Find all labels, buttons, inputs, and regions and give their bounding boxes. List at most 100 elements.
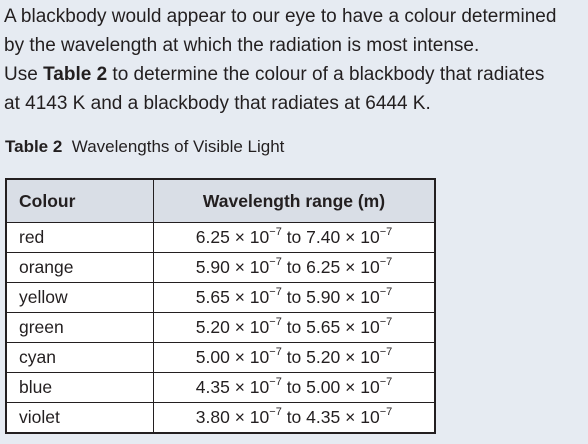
exponent: −7	[379, 346, 393, 358]
table-header-row: Colour Wavelength range (m)	[5, 178, 436, 223]
colour-name: blue	[5, 372, 154, 403]
power-base: 10	[360, 227, 380, 247]
colour-name: violet	[5, 402, 154, 434]
table-caption-title: Wavelengths of Visible Light	[71, 137, 285, 156]
wavelength-range: 6.25 × 10−7 to 7.40 × 10−7	[153, 222, 436, 253]
range-connector: to	[286, 377, 302, 397]
mantissa: 4.35	[195, 377, 230, 397]
mantissa: 5.90	[306, 287, 341, 307]
colour-name: green	[5, 312, 154, 343]
exponent: −7	[379, 226, 393, 238]
times-symbol: ×	[345, 287, 356, 307]
table-row: cyan 5.00 × 10−7 to 5.20 × 10−7	[5, 342, 436, 373]
colour-name: yellow	[5, 282, 154, 313]
exponent: −7	[269, 346, 282, 358]
times-symbol: ×	[234, 287, 245, 307]
table-row: yellow 5.65 × 10−7 to 5.90 × 10−7	[5, 282, 436, 313]
table-row: green 5.20 × 10−7 to 5.65 × 10−7	[5, 312, 436, 343]
mantissa: 7.40	[306, 227, 341, 247]
mantissa: 6.25	[195, 227, 230, 247]
times-symbol: ×	[345, 257, 356, 277]
question-fragment: Use	[4, 64, 44, 85]
mantissa: 5.65	[195, 287, 230, 307]
range-connector: to	[286, 227, 302, 247]
times-symbol: ×	[345, 347, 356, 367]
question-line: Use Table 2 to determine the colour of a…	[4, 60, 586, 89]
power-base: 10	[249, 317, 270, 337]
question-line: A blackbody would appear to our eye to h…	[4, 6, 557, 27]
power-base: 10	[249, 257, 270, 277]
range-connector: to	[286, 287, 302, 307]
power-base: 10	[249, 377, 270, 397]
wavelength-range: 5.20 × 10−7 to 5.65 × 10−7	[153, 312, 436, 343]
times-symbol: ×	[234, 227, 245, 247]
wavelength-table: Colour Wavelength range (m) red 6.25 × 10…	[5, 178, 436, 434]
wavelength-range: 5.00 × 10−7 to 5.20 × 10−7	[153, 342, 436, 373]
column-header-wavelength: Wavelength range (m)	[153, 178, 436, 223]
wavelength-range: 5.65 × 10−7 to 5.90 × 10−7	[153, 282, 436, 313]
table-row: orange 5.90 × 10−7 to 6.25 × 10−7	[5, 252, 436, 283]
table-row: violet 3.80 × 10−7 to 4.35 × 10−7	[5, 402, 436, 434]
power-base: 10	[360, 317, 380, 337]
times-symbol: ×	[234, 407, 245, 427]
power-base: 10	[360, 287, 380, 307]
exponent: −7	[379, 316, 393, 328]
power-base: 10	[249, 407, 270, 427]
times-symbol: ×	[234, 377, 245, 397]
exponent: −7	[379, 376, 393, 388]
wavelength-range: 3.80 × 10−7 to 4.35 × 10−7	[153, 402, 436, 434]
power-base: 10	[360, 377, 380, 397]
times-symbol: ×	[234, 317, 245, 337]
exponent: −7	[269, 316, 282, 328]
mantissa: 5.90	[195, 257, 230, 277]
power-base: 10	[249, 227, 270, 247]
mantissa: 6.25	[306, 257, 341, 277]
power-base: 10	[249, 287, 270, 307]
wavelength-range: 4.35 × 10−7 to 5.00 × 10−7	[153, 372, 436, 403]
range-connector: to	[286, 317, 302, 337]
times-symbol: ×	[234, 347, 245, 367]
column-header-colour: Colour	[5, 178, 154, 223]
question-line: at 4143 K and a blackbody that radiates …	[4, 93, 431, 114]
range-connector: to	[286, 347, 302, 367]
question-text: A blackbody would appear to our eye to h…	[4, 2, 586, 118]
exponent: −7	[269, 256, 282, 268]
colour-name: cyan	[5, 342, 154, 373]
range-connector: to	[286, 257, 302, 277]
exponent: −7	[379, 256, 393, 268]
mantissa: 4.35	[306, 407, 341, 427]
question-line: by the wavelength at which the radiation…	[4, 35, 480, 56]
wavelength-range: 5.90 × 10−7 to 6.25 × 10−7	[153, 252, 436, 283]
exponent: −7	[269, 406, 282, 418]
times-symbol: ×	[345, 227, 356, 247]
mantissa: 5.20	[195, 317, 230, 337]
colour-name: orange	[5, 252, 154, 283]
table-row: red 6.25 × 10−7 to 7.40 × 10−7	[5, 222, 436, 253]
times-symbol: ×	[345, 317, 356, 337]
mantissa: 5.00	[195, 347, 230, 367]
table-caption: Table 2 Wavelengths of Visible Light	[5, 136, 284, 158]
exponent: −7	[269, 226, 282, 238]
times-symbol: ×	[234, 257, 245, 277]
exponent: −7	[379, 286, 393, 298]
power-base: 10	[360, 407, 380, 427]
mantissa: 5.65	[306, 317, 341, 337]
times-symbol: ×	[345, 407, 356, 427]
table-body: red 6.25 × 10−7 to 7.40 × 10−7 orange 5.90 …	[5, 222, 436, 434]
exponent: −7	[269, 286, 282, 298]
table-reference: Table 2	[43, 64, 108, 85]
power-base: 10	[360, 257, 380, 277]
range-connector: to	[286, 407, 302, 427]
table-row: blue 4.35 × 10−7 to 5.00 × 10−7	[5, 372, 436, 403]
exponent: −7	[379, 406, 393, 418]
mantissa: 3.80	[195, 407, 230, 427]
exponent: −7	[269, 376, 282, 388]
power-base: 10	[249, 347, 270, 367]
mantissa: 5.20	[306, 347, 341, 367]
colour-name: red	[5, 222, 154, 253]
power-base: 10	[360, 347, 380, 367]
question-fragment: to determine the colour of a blackbody t…	[107, 64, 545, 85]
table-caption-label: Table 2	[5, 137, 63, 156]
mantissa: 5.00	[306, 377, 341, 397]
times-symbol: ×	[345, 377, 356, 397]
